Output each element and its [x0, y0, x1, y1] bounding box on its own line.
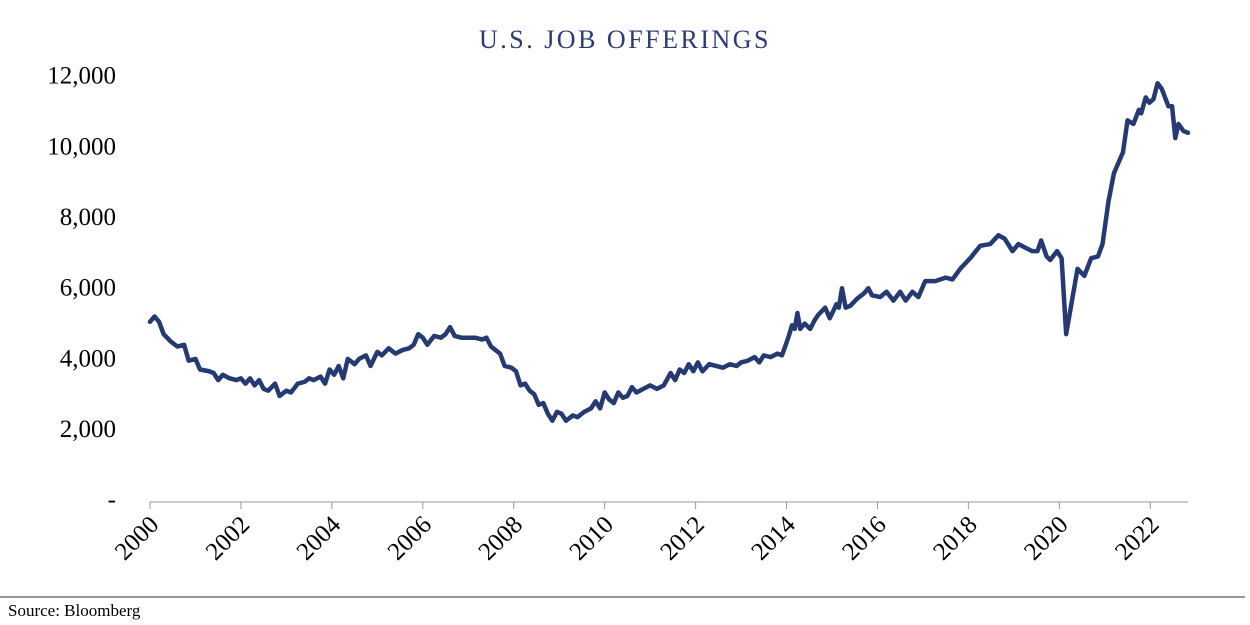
y-tick-label: 8,000 [60, 204, 116, 231]
y-tick-label: 6,000 [60, 275, 116, 302]
x-tick-label: 2018 [928, 511, 982, 565]
source-note: Source: Bloomberg [8, 601, 141, 620]
y-tick-label: 12,000 [47, 63, 116, 90]
y-tick-label: 10,000 [47, 133, 116, 160]
y-tick-label: - [108, 487, 116, 514]
x-tick-label: 2014 [746, 511, 801, 566]
x-tick-label: 2004 [292, 511, 347, 566]
y-tick-label: 4,000 [60, 345, 116, 372]
x-tick-label: 2002 [201, 511, 255, 565]
x-tick-label: 2012 [655, 511, 709, 565]
x-tick-label: 2010 [565, 511, 619, 565]
data-line [147, 81, 1191, 423]
x-tick-label: 2000 [110, 511, 164, 565]
chart-title: U.S. JOB OFFERINGS [479, 25, 771, 54]
x-tick-label: 2022 [1110, 511, 1164, 565]
x-tick-label: 2008 [474, 511, 528, 565]
x-tick-label: 2016 [837, 511, 891, 565]
y-tick-label: 2,000 [60, 416, 116, 443]
x-tick-label: 2020 [1019, 511, 1073, 565]
x-tick-label: 2006 [383, 511, 437, 565]
